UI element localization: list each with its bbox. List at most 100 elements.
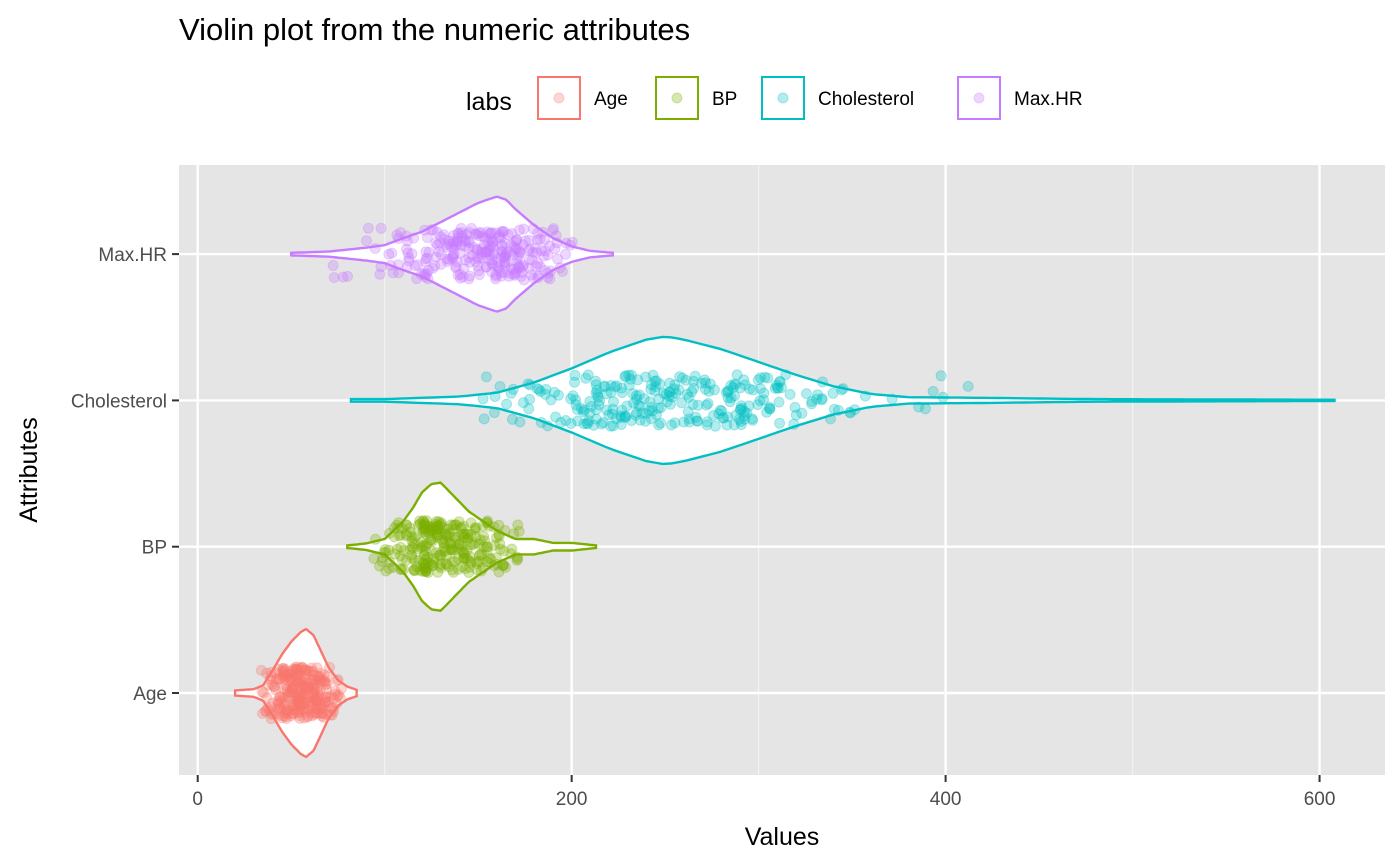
- legend-key: [655, 76, 699, 120]
- data-point: [320, 696, 332, 708]
- data-point: [406, 552, 418, 564]
- data-point: [524, 243, 536, 255]
- data-point: [309, 703, 321, 715]
- data-point: [483, 520, 495, 532]
- data-point: [304, 677, 316, 689]
- data-point: [478, 413, 490, 425]
- data-point: [493, 231, 505, 243]
- data-point: [434, 560, 446, 572]
- data-point: [315, 707, 327, 719]
- data-point: [257, 708, 268, 719]
- data-point: [774, 417, 786, 429]
- data-point: [265, 713, 277, 725]
- data-point: [417, 526, 429, 538]
- data-point: [476, 248, 488, 260]
- data-point: [625, 373, 637, 385]
- data-point: [474, 555, 485, 567]
- data-point: [400, 528, 412, 540]
- data-point: [274, 691, 286, 703]
- data-point: [287, 668, 299, 680]
- data-point: [281, 713, 293, 724]
- data-point: [590, 379, 602, 391]
- data-point: [567, 390, 579, 402]
- data-point: [408, 554, 420, 566]
- data-point: [700, 399, 712, 411]
- data-point: [324, 661, 335, 673]
- data-point: [490, 269, 502, 281]
- data-point: [386, 247, 398, 259]
- data-point: [703, 385, 715, 397]
- data-point: [295, 662, 307, 674]
- data-point: [489, 539, 501, 551]
- data-point: [398, 564, 410, 575]
- data-point: [431, 526, 443, 538]
- data-point: [302, 710, 314, 722]
- data-point: [430, 237, 442, 249]
- data-point: [314, 685, 326, 697]
- data-point: [316, 707, 328, 719]
- data-point: [769, 382, 781, 394]
- data-point: [593, 399, 605, 411]
- data-point: [314, 673, 326, 685]
- data-point: [269, 667, 281, 679]
- data-point: [294, 692, 306, 704]
- data-point: [286, 708, 298, 720]
- data-point: [421, 515, 433, 527]
- x-axis-title: Values: [745, 823, 820, 851]
- data-point: [278, 672, 290, 684]
- data-point: [565, 393, 577, 405]
- data-point: [773, 396, 785, 408]
- data-point: [680, 374, 692, 386]
- data-point: [317, 708, 329, 720]
- data-point: [265, 708, 277, 720]
- data-point: [514, 246, 526, 258]
- data-point: [420, 540, 432, 552]
- data-point: [279, 711, 291, 723]
- data-point: [650, 381, 661, 393]
- data-point: [601, 388, 613, 400]
- data-point: [806, 396, 818, 407]
- data-point: [294, 696, 306, 708]
- data-point: [310, 695, 322, 707]
- data-point: [506, 228, 518, 239]
- data-point: [417, 516, 429, 528]
- data-point: [539, 234, 551, 246]
- data-point: [494, 265, 505, 277]
- data-point: [260, 705, 272, 717]
- data-point: [303, 683, 315, 695]
- data-point: [488, 407, 500, 419]
- data-point: [387, 267, 399, 279]
- data-point: [293, 710, 305, 722]
- data-point: [415, 542, 427, 554]
- data-point: [508, 241, 520, 253]
- data-point: [480, 246, 492, 258]
- data-point: [477, 393, 489, 405]
- data-point: [268, 681, 280, 693]
- data-point: [282, 669, 294, 681]
- data-point: [299, 682, 311, 694]
- data-point: [287, 699, 298, 711]
- data-point: [673, 384, 685, 396]
- data-point: [463, 252, 475, 264]
- data-point: [499, 267, 511, 279]
- data-point: [422, 273, 434, 285]
- data-point: [443, 235, 455, 247]
- data-point: [446, 556, 458, 567]
- data-point: [577, 406, 589, 418]
- data-point: [478, 239, 490, 251]
- x-tick-label: 400: [930, 789, 962, 810]
- data-point: [482, 235, 494, 247]
- data-point: [316, 704, 327, 716]
- data-point: [441, 529, 453, 541]
- data-point: [420, 554, 432, 566]
- data-point: [389, 548, 401, 560]
- data-point: [603, 409, 615, 421]
- data-point: [746, 413, 758, 425]
- data-point: [494, 229, 506, 241]
- data-point: [531, 247, 542, 259]
- data-point: [484, 228, 496, 240]
- legend-key-point: [777, 92, 789, 104]
- data-point: [416, 536, 427, 548]
- data-point: [288, 700, 299, 712]
- data-point: [430, 518, 442, 530]
